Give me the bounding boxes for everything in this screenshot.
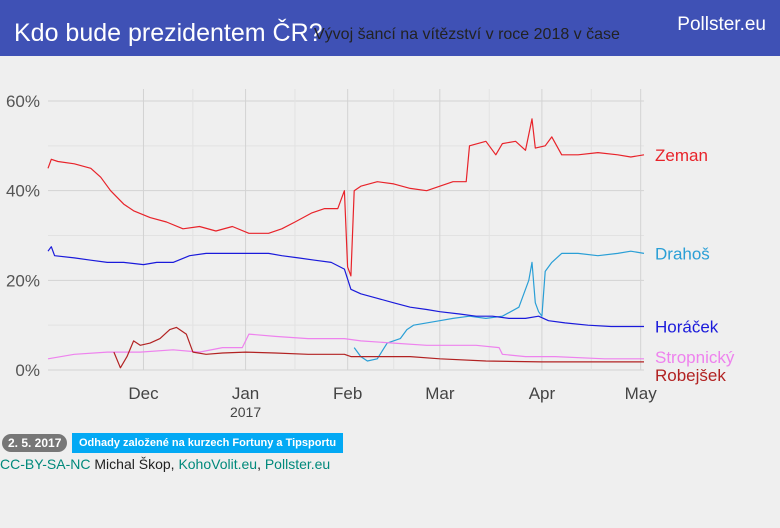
date-badge: 2. 5. 2017 xyxy=(2,434,68,452)
series-label-stropnický: Stropnický xyxy=(655,348,735,367)
series-line-horáček xyxy=(47,246,644,328)
header-bar: Kdo bude prezidentem ČR? Vývoj šancí na … xyxy=(0,0,780,56)
series-line-drahoš xyxy=(353,250,645,362)
x-tick-label: Feb xyxy=(333,384,362,403)
x-tick-label: Jan xyxy=(232,384,259,403)
x-tick-label: May xyxy=(625,384,658,403)
credits-separator: , xyxy=(257,456,265,472)
y-axis-ticks: 0% 20% 40% 60% xyxy=(6,92,40,380)
credits: CC-BY-SA-NC Michal Škop, KohoVolit.eu, P… xyxy=(0,456,330,472)
grid-lines xyxy=(48,89,644,371)
page-subtitle: Vývoj šancí na vítězství v roce 2018 v č… xyxy=(314,26,620,43)
method-note-badge: Odhady založené na kurzech Fortuny a Tip… xyxy=(72,433,344,453)
series-line-zeman xyxy=(47,118,645,277)
license-link[interactable]: CC-BY-SA-NC xyxy=(0,456,91,472)
kohovolit-link[interactable]: KohoVolit.eu xyxy=(178,456,258,472)
x-tick-label: Apr xyxy=(529,384,556,403)
y-tick-label: 20% xyxy=(6,271,40,290)
author-name: Michal Škop xyxy=(94,456,171,472)
series-line-stropnický xyxy=(47,333,644,360)
series-label-drahoš: Drahoš xyxy=(655,244,710,263)
x-tick-year-label: 2017 xyxy=(230,404,261,420)
brand-link[interactable]: Pollster.eu xyxy=(677,14,766,35)
series-label-horáček: Horáček xyxy=(655,318,719,337)
page-title: Kdo bude prezidentem ČR? xyxy=(14,19,323,47)
series-label-zeman: Zeman xyxy=(655,146,708,165)
x-tick-label: Dec xyxy=(128,384,159,403)
pollster-link[interactable]: Pollster.eu xyxy=(264,456,331,472)
y-tick-label: 40% xyxy=(6,182,40,201)
series-lines xyxy=(47,118,645,369)
y-tick-label: 60% xyxy=(6,92,40,111)
credits-separator: , xyxy=(170,456,179,472)
series-label-robejšek: Robejšek xyxy=(655,366,726,385)
x-tick-label: Mar xyxy=(425,384,455,403)
y-tick-label: 0% xyxy=(15,361,40,380)
series-line-robejšek xyxy=(113,326,644,369)
